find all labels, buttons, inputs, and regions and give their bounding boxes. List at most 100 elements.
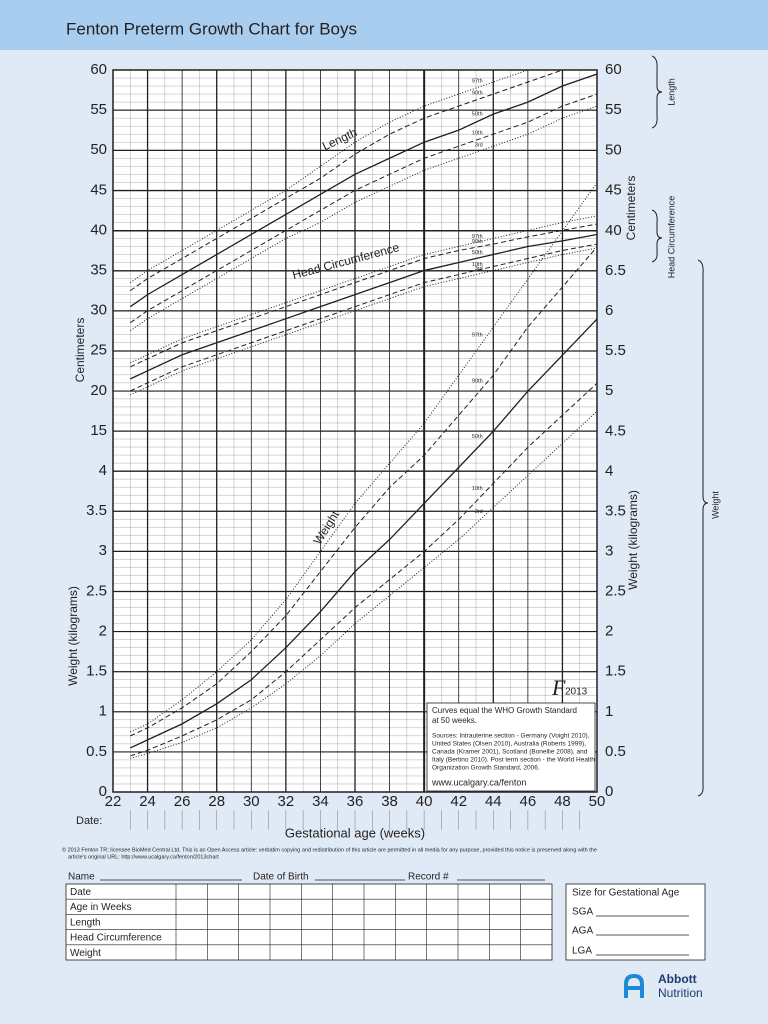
y2-tick-label: 6: [605, 302, 613, 319]
curve-label: 90th: [472, 91, 483, 97]
curve: [129, 73, 597, 308]
y-tick-label: 3.5: [86, 502, 107, 519]
y-tick-label: 50: [90, 141, 107, 158]
y2-tick-label: 0: [605, 783, 613, 800]
curve-label: 10th: [472, 131, 483, 137]
y-tick-label: 35: [90, 262, 107, 279]
y2-tick-label: 45: [605, 182, 622, 199]
y2-tick-label: 60: [605, 61, 622, 78]
x-tick-label: 40: [416, 793, 433, 810]
x-tick-label: 28: [208, 793, 225, 810]
y2-tick-label: 40: [605, 222, 622, 239]
y-tick-label: 45: [90, 181, 107, 198]
note-sources: Sources: Intrauterine section - Germany …: [432, 733, 590, 740]
bracket: [651, 209, 663, 263]
curve-label: 3rd: [475, 266, 483, 272]
logo-mark: F: [551, 675, 566, 700]
curve-label: 50th: [472, 112, 483, 118]
y2-tick-label: 4.5: [605, 422, 626, 439]
curve-label: 3rd: [475, 509, 483, 515]
size-option: AGA: [572, 926, 593, 937]
curve: [130, 246, 597, 737]
plot-border: [112, 69, 598, 793]
curve-label: 97th: [472, 333, 483, 339]
page-title: Fenton Preterm Growth Chart for Boys: [66, 19, 357, 38]
y-tick-label: 1.5: [86, 663, 107, 680]
y2-tick-label: 4: [605, 462, 613, 479]
y2-tick-label: 3: [605, 543, 613, 560]
x-tick-label: 42: [450, 793, 467, 810]
x-tick-label: 46: [520, 793, 537, 810]
y-tick-label: 4: [99, 462, 107, 479]
header-band: [0, 0, 768, 50]
y-tick-label: 0: [99, 783, 107, 800]
curve-label: 50th: [472, 434, 483, 440]
date-label: Date:: [76, 815, 102, 827]
side-label: Weight: [710, 491, 720, 519]
x-tick-label: 36: [347, 793, 364, 810]
x-tick-label: 26: [174, 793, 191, 810]
y2-tick-label: 55: [605, 101, 622, 118]
y-tick-label: 25: [90, 342, 107, 359]
curve-label: 90th: [472, 379, 483, 385]
curve: [130, 318, 597, 749]
brand-name: Nutrition: [658, 986, 703, 1000]
y2-tick-label: 5: [605, 382, 613, 399]
curve: [130, 223, 597, 368]
y-tick-label: 2: [99, 622, 107, 639]
logo-year: 2013: [565, 687, 588, 698]
y2-axis-title: Weight (kilograms): [626, 490, 640, 590]
y2-tick-label: 2.5: [605, 583, 626, 600]
brand-icon: [624, 973, 644, 998]
size-title: Size for Gestational Age: [572, 888, 680, 899]
row-label: Date: [70, 887, 92, 898]
row-label: Age in Weeks: [70, 902, 132, 913]
row-label: Length: [70, 917, 101, 928]
note-who: at 50 weeks.: [432, 716, 477, 725]
form-table: Date Age in Weeks Length Head Circumference…: [65, 883, 553, 961]
curve: [130, 233, 597, 380]
y2-tick-label: 3.5: [605, 502, 626, 519]
curve-label: 50th: [472, 250, 483, 256]
curve-label: 97th: [472, 78, 483, 84]
x-tick-label: 44: [485, 793, 502, 810]
form-field: Name: [68, 872, 95, 883]
row-label: Weight: [70, 948, 101, 959]
y-tick-label: 60: [90, 61, 107, 78]
copyright: © 2013 Fenton TR; licensee BioMed Centra…: [62, 846, 597, 853]
curve-label: 3rd: [475, 143, 483, 149]
y-axis-title: Weight (kilograms): [66, 586, 80, 686]
curve-label: 97th: [472, 234, 483, 240]
y-tick-label: 3: [99, 542, 107, 559]
row-label: Head Circumference: [70, 933, 162, 944]
y2-axis-title: Centimeters: [624, 176, 638, 241]
note-url: www.ucalgary.ca/fenton: [431, 777, 526, 787]
curve: [130, 70, 565, 292]
x-tick-label: 30: [243, 793, 260, 810]
date-row: [129, 810, 581, 830]
curve-label: 10th: [472, 262, 483, 268]
form-field: Record #: [408, 872, 449, 883]
note-who: Curves equal the WHO Growth Standard: [432, 706, 577, 715]
y-tick-label: 40: [90, 221, 107, 238]
curve: [130, 382, 597, 757]
copyright: article's original URL: http://www.ucalg…: [68, 854, 219, 860]
size-box: [565, 883, 706, 961]
curve: [130, 243, 597, 392]
x-tick-label: 24: [139, 793, 156, 810]
y-tick-label: 1: [99, 703, 107, 720]
labels: 22 24 26 28 30 32 34 36 38 40 42 44 46 48 50Gestationa…: [66, 61, 640, 840]
y-tick-label: 30: [90, 302, 107, 319]
form-field: Date of Birth: [253, 872, 309, 883]
x-tick-label: 38: [381, 793, 398, 810]
y2-tick-label: 0.5: [605, 743, 626, 760]
table-frame: [65, 883, 553, 961]
note-box: [426, 702, 596, 792]
curve-label: 90th: [472, 239, 483, 245]
note-sources: Canada (Kramer 2001), Scotland (Bonellie…: [432, 749, 588, 756]
y-tick-label: 15: [90, 422, 107, 439]
y-tick-label: 0.5: [86, 743, 107, 760]
side-label: Length: [666, 78, 676, 106]
size-option: SGA: [572, 907, 593, 918]
